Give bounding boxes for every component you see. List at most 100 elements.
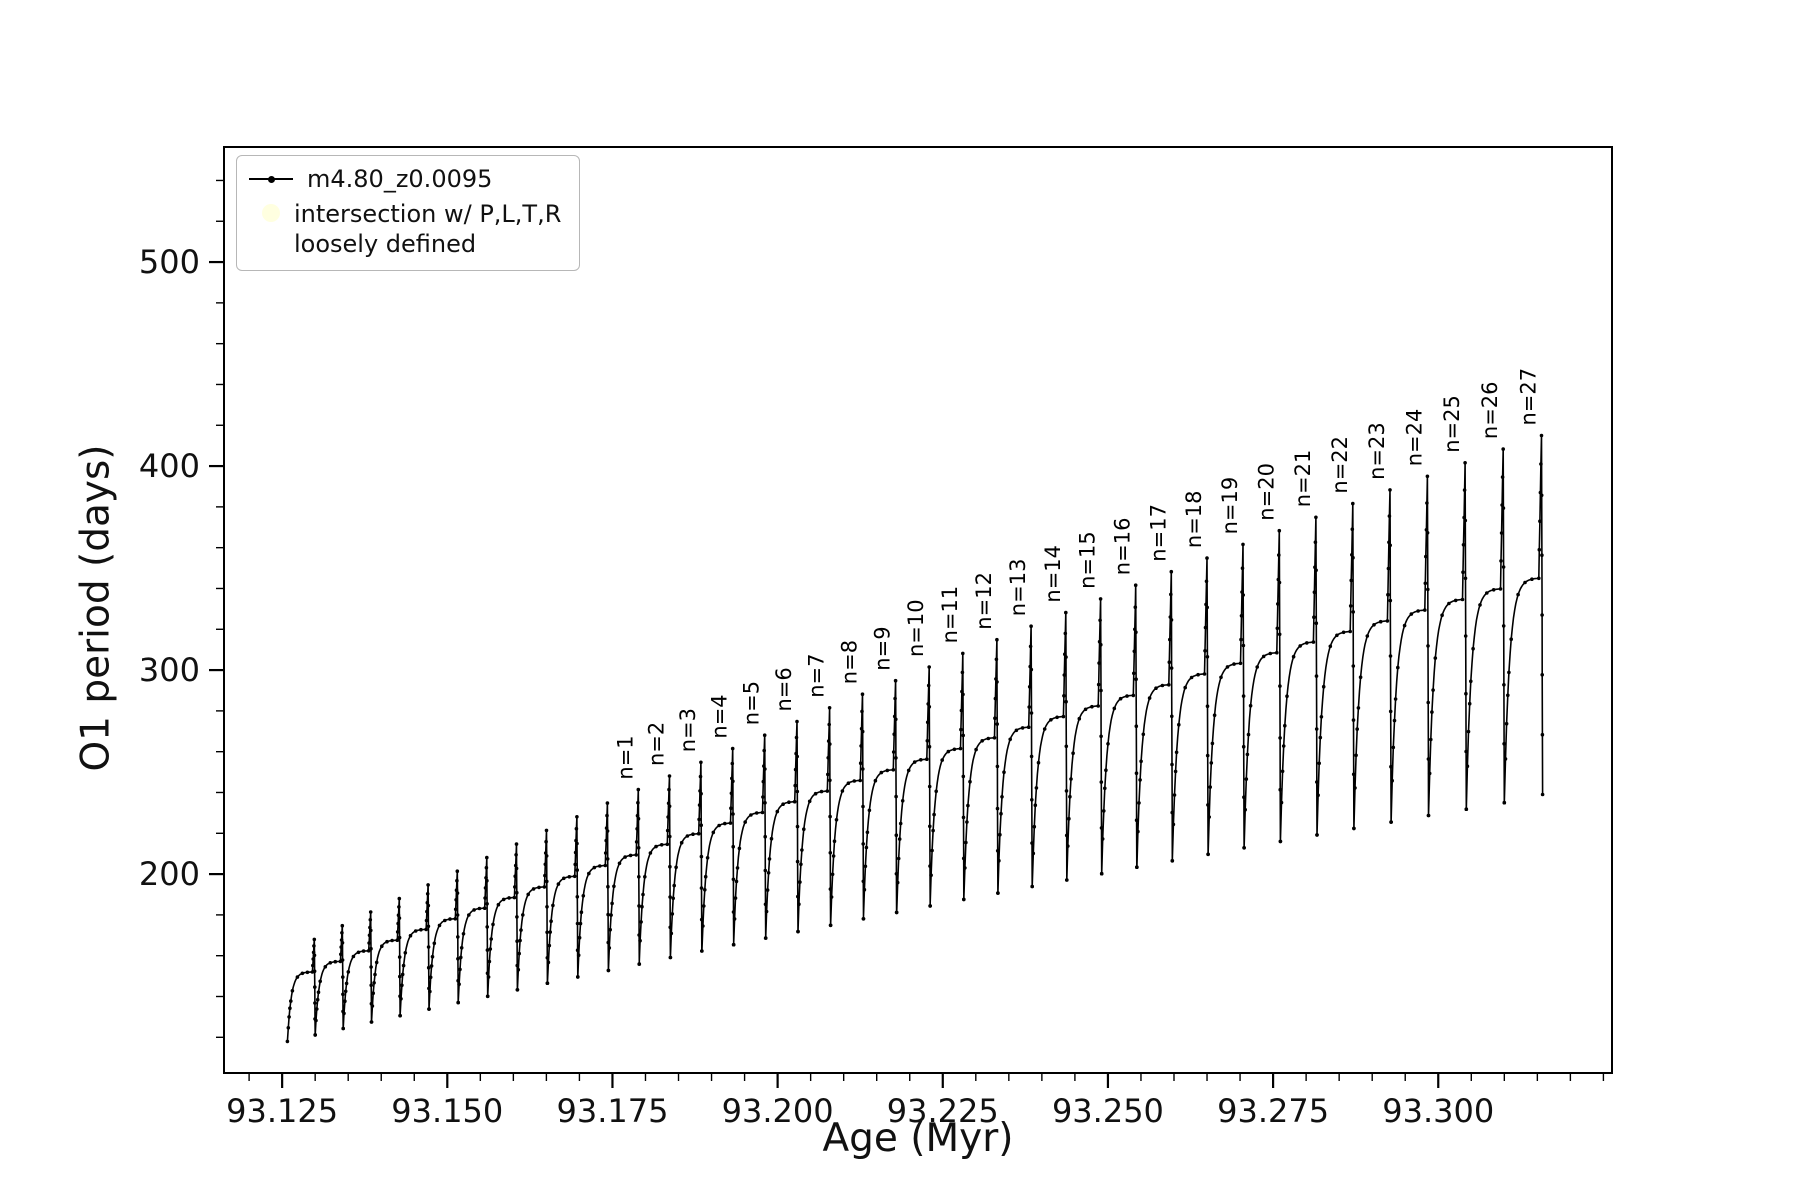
- series-point: [763, 801, 767, 805]
- series-point: [766, 871, 771, 875]
- series-point: [483, 886, 488, 890]
- series-point: [697, 803, 702, 807]
- series-point: [1278, 684, 1282, 688]
- series-point: [992, 736, 997, 740]
- series-point: [485, 925, 490, 929]
- series-point: [1276, 602, 1280, 606]
- spike-annotation: n=7: [805, 654, 829, 698]
- series-point: [993, 716, 997, 720]
- series-point: [807, 799, 812, 804]
- series-point: [1098, 597, 1103, 601]
- series-point: [1139, 759, 1143, 764]
- series-point: [448, 917, 452, 921]
- series-point: [1348, 604, 1353, 608]
- series-point: [761, 795, 765, 799]
- series-point: [1261, 654, 1266, 659]
- series-point: [612, 884, 616, 889]
- series-point: [1461, 570, 1465, 574]
- series-point: [1032, 824, 1037, 829]
- series-point: [1268, 651, 1273, 656]
- series-point: [426, 924, 431, 929]
- series-point: [1506, 693, 1510, 698]
- series-point: [861, 917, 866, 921]
- series-point: [892, 732, 896, 736]
- series-point: [1305, 641, 1309, 645]
- series-point: [763, 936, 768, 940]
- series-point: [819, 789, 824, 794]
- series-point: [861, 767, 865, 771]
- series-point: [607, 946, 612, 950]
- series-point: [640, 904, 644, 909]
- spike-annotation: n=1: [613, 735, 637, 779]
- series-point: [603, 851, 608, 855]
- series-point: [575, 895, 580, 899]
- series-point: [731, 812, 735, 816]
- series-point: [606, 912, 610, 917]
- series-point: [711, 830, 716, 835]
- series-point: [769, 836, 774, 841]
- series-point: [518, 938, 522, 943]
- series-point: [891, 768, 896, 772]
- series-point: [1241, 643, 1246, 648]
- series-point: [996, 891, 1000, 895]
- series-point: [1147, 696, 1152, 700]
- series-point: [517, 951, 521, 956]
- series-point: [1069, 777, 1073, 781]
- series-point: [578, 921, 583, 926]
- series-point: [828, 851, 833, 855]
- series-point: [491, 922, 495, 927]
- series-point: [643, 875, 647, 879]
- series-point: [703, 888, 707, 892]
- series-point: [400, 972, 405, 977]
- series-point: [1104, 768, 1108, 772]
- series-point: [1134, 630, 1138, 634]
- series-point: [1203, 625, 1208, 630]
- series-point: [1281, 744, 1286, 748]
- series-point: [1540, 673, 1544, 677]
- spike-annotation: n=21: [1291, 450, 1315, 508]
- series-point: [795, 859, 800, 864]
- x-tick-label: 93.200: [722, 1092, 834, 1130]
- x-tick-label: 93.175: [556, 1092, 668, 1130]
- series-point: [894, 872, 899, 876]
- series-point: [628, 853, 633, 858]
- series-point: [368, 925, 372, 930]
- series-point: [370, 1004, 375, 1008]
- series-point: [896, 856, 901, 861]
- series-point: [636, 846, 641, 850]
- series-point: [385, 939, 389, 944]
- series-point: [927, 784, 932, 789]
- series-point: [1071, 751, 1075, 755]
- series-point: [340, 931, 344, 935]
- spike-annotation: n=12: [972, 572, 996, 630]
- series-point: [1319, 715, 1324, 719]
- series-point: [1280, 769, 1285, 774]
- series-point: [667, 804, 672, 808]
- series-point: [545, 956, 550, 960]
- series-point: [485, 971, 490, 975]
- series-point: [1248, 703, 1253, 708]
- series-point: [952, 747, 957, 752]
- series-point: [606, 884, 610, 889]
- series-point: [1426, 757, 1431, 761]
- series-point: [691, 832, 695, 836]
- series-point: [1241, 542, 1245, 547]
- series-point: [1351, 718, 1356, 722]
- series-point: [781, 802, 785, 806]
- series-point: [831, 854, 836, 858]
- series-point: [636, 816, 641, 821]
- series-point: [826, 772, 830, 777]
- series-point: [1386, 592, 1390, 597]
- spike-annotation: n=13: [1006, 559, 1030, 617]
- series-point: [604, 838, 608, 843]
- series-point: [729, 806, 733, 810]
- spike-annotation: n=3: [676, 708, 700, 752]
- series-point: [764, 909, 769, 914]
- series-point: [1141, 732, 1146, 737]
- series-point: [369, 1020, 374, 1024]
- series-point: [428, 989, 432, 994]
- series-point: [796, 929, 800, 934]
- series-point: [1167, 660, 1172, 664]
- series-point: [634, 853, 638, 857]
- series-point: [1096, 704, 1100, 708]
